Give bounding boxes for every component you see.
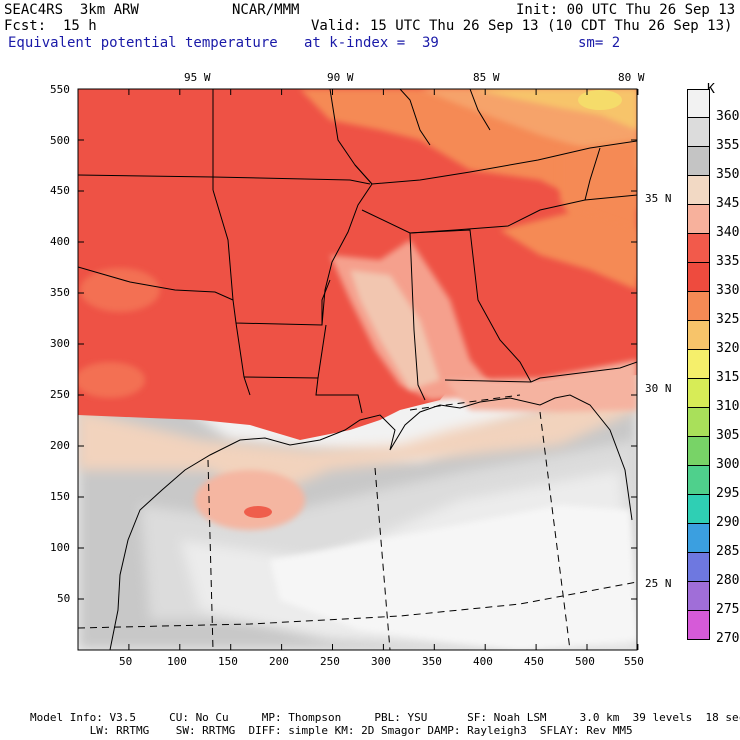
longitude-label: 95 W	[184, 71, 211, 84]
x-tick-label: 250	[320, 655, 340, 668]
y-tick-label: 450	[50, 184, 70, 197]
colorbar-level-label: 295	[716, 486, 740, 501]
plot-frame	[77, 88, 638, 651]
colorbar-level-label: 305	[716, 428, 740, 443]
colorbar-level-label: 350	[716, 167, 740, 182]
colorbar-swatch	[687, 89, 710, 118]
colorbar-level-label: 310	[716, 399, 740, 414]
colorbar-level-label: 345	[716, 196, 740, 211]
colorbar-level-label: 280	[716, 573, 740, 588]
lat-lon-grid	[77, 394, 638, 651]
x-tick-label: 50	[119, 655, 133, 668]
x-tick-label: 200	[269, 655, 289, 668]
field-name: Equivalent potential temperature	[8, 35, 278, 51]
colorbar-level-label: 315	[716, 370, 740, 385]
colorbar-swatch	[687, 292, 710, 321]
y-tick-label: 100	[50, 541, 70, 554]
y-tick-label: 300	[50, 337, 70, 350]
colorbar-level-label: 270	[716, 631, 740, 646]
colorbar-swatch	[687, 350, 710, 379]
x-tick-label: 150	[218, 655, 238, 668]
x-tick-label: 550	[624, 655, 644, 668]
init-time: Init: 00 UTC Thu 26 Sep 13	[516, 2, 736, 18]
run-title: SEAC4RS 3km ARW	[4, 2, 139, 18]
y-tick-label: 500	[50, 134, 70, 147]
colorbar-swatch	[687, 408, 710, 437]
x-tick-label: 500	[575, 655, 595, 668]
model-info-line-1: Model Info: V3.5 CU: No Cu MP: Thompson …	[30, 711, 740, 724]
longitude-label: 90 W	[327, 71, 354, 84]
axis-tick-marks	[78, 88, 639, 650]
y-tick-label: 350	[50, 286, 70, 299]
y-tick-label: 200	[50, 439, 70, 452]
colorbar-swatch	[687, 205, 710, 234]
x-tick-label: 300	[371, 655, 391, 668]
colorbar-swatch	[687, 553, 710, 582]
latitude-label: 35 N	[645, 192, 672, 205]
colorbar-level-label: 335	[716, 254, 740, 269]
x-tick-label: 350	[422, 655, 442, 668]
colorbar-level-label: 325	[716, 312, 740, 327]
longitude-label: 85 W	[473, 71, 500, 84]
colorbar-level-label: 320	[716, 341, 740, 356]
colorbar-level-label: 290	[716, 515, 740, 530]
y-tick-label: 550	[50, 83, 70, 96]
model-info-line-2: LW: RRTMG SW: RRTMG DIFF: simple KM: 2D …	[30, 724, 633, 737]
state-boundaries	[78, 89, 637, 414]
colorbar-swatch	[687, 582, 710, 611]
colorbar-swatch	[687, 524, 710, 553]
colorbar-swatch	[687, 466, 710, 495]
colorbar-swatch	[687, 437, 710, 466]
y-tick-label: 50	[57, 592, 71, 605]
colorbar-swatch	[687, 234, 710, 263]
x-tick-label: 400	[473, 655, 493, 668]
organization-label: NCAR/MMM	[232, 2, 300, 18]
colorbar-swatch	[687, 495, 710, 524]
colorbar-level-label: 360	[716, 109, 740, 124]
y-tick-label: 250	[50, 388, 70, 401]
colorbar-level-label: 340	[716, 225, 740, 240]
valid-time: Valid: 15 UTC Thu 26 Sep 13 (10 CDT Thu …	[311, 18, 733, 34]
y-tick-label: 150	[50, 490, 70, 503]
gulf-coastline	[109, 394, 633, 651]
latitude-label: 25 N	[645, 577, 672, 590]
level-label: at k-index = 39	[304, 35, 439, 51]
colorbar-level-label: 355	[716, 138, 740, 153]
colorbar-swatch	[687, 379, 710, 408]
colorbar-unit: K	[707, 82, 715, 97]
colorbar-swatch	[687, 263, 710, 292]
x-tick-label: 100	[167, 655, 187, 668]
x-tick-label: 450	[524, 655, 544, 668]
colorbar-swatch	[687, 147, 710, 176]
colorbar-swatch	[687, 118, 710, 147]
colorbar-swatch	[687, 176, 710, 205]
smoothing-label: sm= 2	[578, 35, 621, 51]
y-tick-label: 400	[50, 235, 70, 248]
latitude-label: 30 N	[645, 382, 672, 395]
colorbar-level-label: 330	[716, 283, 740, 298]
colorbar-level-label: 300	[716, 457, 740, 472]
forecast-hour: Fcst: 15 h	[4, 18, 97, 34]
longitude-label: 80 W	[618, 71, 645, 84]
colorbar-level-label: 285	[716, 544, 740, 559]
theta-e-field	[78, 89, 637, 650]
colorbar-swatch	[687, 611, 710, 640]
colorbar-level-label: 275	[716, 602, 740, 617]
colorbar-swatch	[687, 321, 710, 350]
